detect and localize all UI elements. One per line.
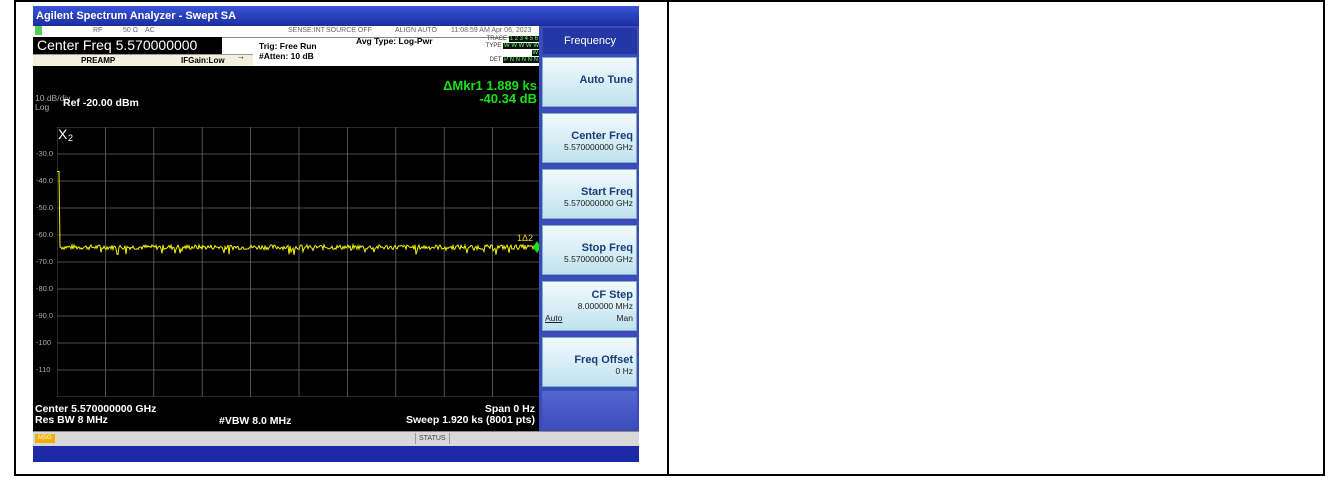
ref-level: Ref -20.00 dBm — [63, 97, 139, 109]
y-tick-label: -70.0 — [36, 257, 54, 266]
freq-offset-value: 0 Hz — [615, 366, 633, 376]
center-freq-heading: Center Freq 5.570000000 GHz — [33, 37, 222, 70]
avg-type-label: Avg Type: Log-Pwr — [356, 36, 433, 46]
y-tick-label: -40.0 — [36, 176, 54, 185]
atten-label: #Atten: 10 dB — [259, 51, 314, 61]
y-tick-label: -90.0 — [36, 311, 54, 320]
marker-value: -40.34 dB — [479, 91, 537, 106]
marker-delta: ΔMkr1 1.889 ks — [443, 78, 537, 93]
center-freq-button[interactable]: Center Freq 5.570000000 GHz — [542, 113, 637, 163]
start-freq-button[interactable]: Start Freq 5.570000000 GHz — [542, 169, 637, 219]
y-tick-label: -100 — [36, 338, 52, 347]
align-label: ALIGN AUTO — [395, 27, 437, 34]
cf-step-label: CF Step — [591, 289, 633, 301]
res-bw: Res BW 8 MHz — [35, 414, 108, 426]
scale-info: 10 dB/div Log — [35, 94, 70, 112]
auto-tune-label: Auto Tune — [579, 74, 633, 86]
trace-label: TRACE — [486, 36, 507, 42]
footer-left: Center 5.570000000 GHz Res BW 8 MHz — [35, 404, 156, 426]
start-freq-value: 5.570000000 GHz — [564, 198, 633, 208]
coupling-label: AC — [145, 27, 155, 34]
measurement-screen: 10 dB/div Log Ref -20.00 dBm ΔMkr1 1.889… — [33, 66, 541, 431]
cf-step-button[interactable]: CF Step 8.000000 MHz Auto Man — [542, 281, 637, 331]
y-tick-label: -60.0 — [36, 230, 54, 239]
trigger-arrow-icon: → — [237, 52, 245, 61]
ifgain-label: IFGain:Low — [181, 56, 225, 65]
stop-freq-value: 5.570000000 GHz — [564, 254, 633, 264]
stop-freq-label: Stop Freq — [581, 242, 633, 254]
footer-right: Span 0 Hz Sweep 1.920 ks (8001 pts) — [406, 404, 535, 426]
softkey-menu-title: Frequency — [543, 28, 637, 54]
cf-step-auto: Auto — [545, 313, 563, 323]
spectrum-plot[interactable]: X 2 1Δ2 — [57, 127, 541, 397]
rf-label: RF — [93, 27, 103, 34]
start-freq-label: Start Freq — [581, 186, 633, 198]
freq-offset-label: Freq Offset — [574, 354, 633, 366]
center-freq-label: Center Freq — [571, 130, 633, 142]
stop-freq-button[interactable]: Stop Freq 5.570000000 GHz — [542, 225, 637, 275]
auto-tune-button[interactable]: Auto Tune — [542, 57, 637, 107]
softkey-panel: Frequency Auto Tune Center Freq 5.570000… — [539, 26, 639, 431]
marker2-symbol: X — [58, 127, 68, 142]
scale-type: Log — [35, 102, 50, 112]
marker-readout: ΔMkr1 1.889 ks -40.34 dB — [443, 79, 537, 105]
marker1-label: 1Δ2 — [517, 233, 533, 243]
info-bar: RF 50 Ω AC SENSE:INT SOURCE OFF ALIGN AU… — [33, 26, 539, 70]
marker2-subscript: 2 — [68, 133, 73, 143]
sense-label: SENSE:INT — [288, 27, 325, 34]
type-label: TYPE — [485, 43, 502, 49]
trace-seq: 1 2 3 4 5 6 — [508, 36, 539, 42]
trig-label: Trig: Free Run — [259, 41, 317, 51]
center-freq-value: 5.570000000 GHz — [564, 142, 633, 152]
source-label: SOURCE OFF — [326, 27, 372, 34]
status-bar: MSG STATUS — [33, 431, 639, 446]
det-seq: P N N N N N — [503, 57, 539, 63]
status-row: RF 50 Ω AC SENSE:INT SOURCE OFF ALIGN AU… — [33, 26, 539, 38]
scale-per-div: 10 dB/div — [35, 93, 71, 103]
y-tick-label: -110 — [36, 365, 51, 374]
analyzer-window: Agilent Spectrum Analyzer - Swept SA RF … — [33, 6, 639, 462]
impedance-label: 50 Ω — [123, 27, 138, 34]
frame-divider — [667, 2, 669, 474]
trace-indicator: TRACE 1 2 3 4 5 6 TYPE W W W W W W DET P… — [478, 36, 539, 64]
span-label: Span 0 Hz — [484, 403, 535, 415]
outer-frame — [14, 0, 1325, 476]
y-tick-label: -50.0 — [36, 203, 54, 212]
datetime-label: 11:08:59 AM Apr 06, 2023 — [451, 27, 532, 34]
y-tick-label: -80.0 — [36, 284, 54, 293]
plot-grid — [57, 127, 541, 397]
y-tick-label: -30.0 — [36, 149, 54, 158]
trace-line — [57, 171, 541, 256]
type-seq: W W W W W W — [503, 43, 539, 56]
vbw-label: #VBW 8.0 MHz — [219, 415, 292, 427]
window-title: Agilent Spectrum Analyzer - Swept SA — [33, 6, 639, 26]
markers: X 2 1Δ2 — [58, 127, 541, 254]
preamp-label: PREAMP — [81, 56, 116, 65]
center-footer: Center 5.570000000 GHz — [35, 403, 157, 415]
preamp-row: PREAMP IFGain:Low — [33, 54, 253, 67]
msg-indicator: MSG — [35, 434, 55, 443]
status-label: STATUS — [415, 433, 450, 444]
sweep-label: Sweep 1.920 ks (8001 pts) — [406, 414, 535, 426]
freq-offset-button[interactable]: Freq Offset 0 Hz — [542, 337, 637, 387]
cf-step-value: 8.000000 MHz — [577, 301, 633, 311]
det-label: DET — [489, 57, 502, 63]
softkey-blank — [542, 391, 637, 431]
cf-step-man: Man — [616, 313, 633, 323]
rf-indicator-icon — [35, 26, 42, 35]
trigger-info: Trig: Free Run #Atten: 10 dB — [259, 41, 317, 61]
